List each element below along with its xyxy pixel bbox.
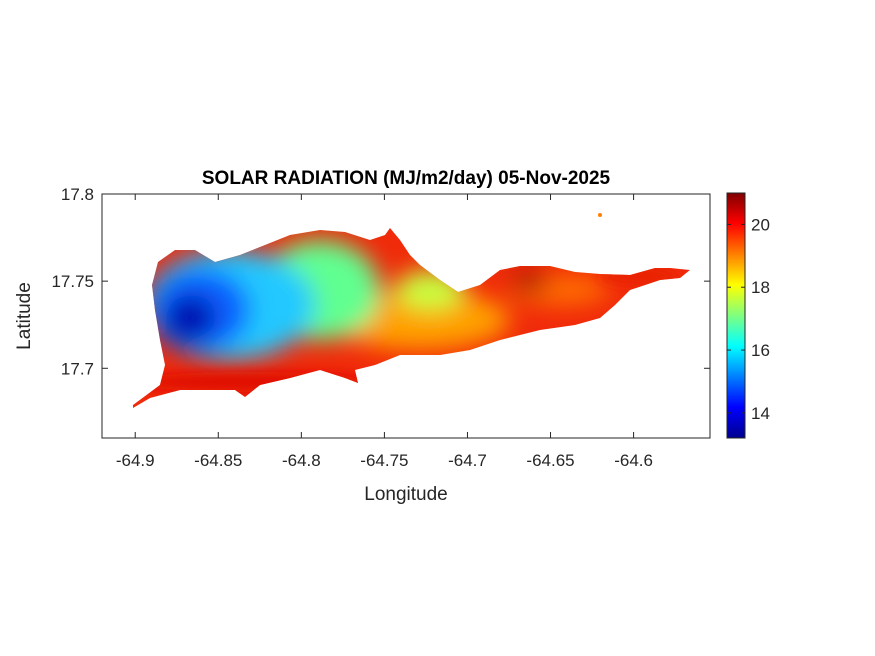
colorbar-tick-label: 20 <box>751 215 770 234</box>
x-tick-label: -64.65 <box>526 451 574 470</box>
heat-blob-yellowgreen <box>395 270 465 310</box>
x-tick-label: -64.7 <box>448 451 487 470</box>
chart-title: SOLAR RADIATION (MJ/m2/day) 05-Nov-2025 <box>202 168 611 189</box>
colorbar-tick-label: 14 <box>751 404 770 423</box>
y-axis-label: Latitude <box>14 282 35 350</box>
x-axis: -64.9 -64.85 -64.8 -64.75 -64.7 -64.65 -64.6 <box>116 194 653 470</box>
x-tick-label: -64.6 <box>614 451 653 470</box>
x-tick-label: -64.8 <box>282 451 321 470</box>
heatmap-island <box>133 228 690 408</box>
title: SOLAR RADIATION (MJ/m2/day) 05-Nov-2025 <box>202 168 611 189</box>
y-tick-label: 17.8 <box>61 185 94 204</box>
x-axis-label: Longitude <box>364 484 447 505</box>
heat-blob-darkblue <box>164 294 216 342</box>
islet <box>598 213 602 217</box>
colorbar-tick-label: 16 <box>751 341 770 360</box>
heat-east-tip <box>600 268 680 284</box>
colorbar <box>726 192 746 439</box>
x-tick-label: -64.9 <box>116 451 155 470</box>
heat-blob-darkred <box>512 272 548 292</box>
x-tick-label: -64.85 <box>194 451 242 470</box>
y-tick-label: 17.7 <box>61 359 94 378</box>
y-axis: 17.7 17.75 17.8 <box>51 185 710 378</box>
x-tick-label: -64.75 <box>360 451 408 470</box>
heat-south-coast <box>133 372 370 392</box>
colorbar-ticks: 14 16 18 20 <box>727 215 770 423</box>
axes-box <box>101 193 711 439</box>
colorbar-tick-label: 18 <box>751 278 770 297</box>
y-tick-label: 17.75 <box>51 272 94 291</box>
